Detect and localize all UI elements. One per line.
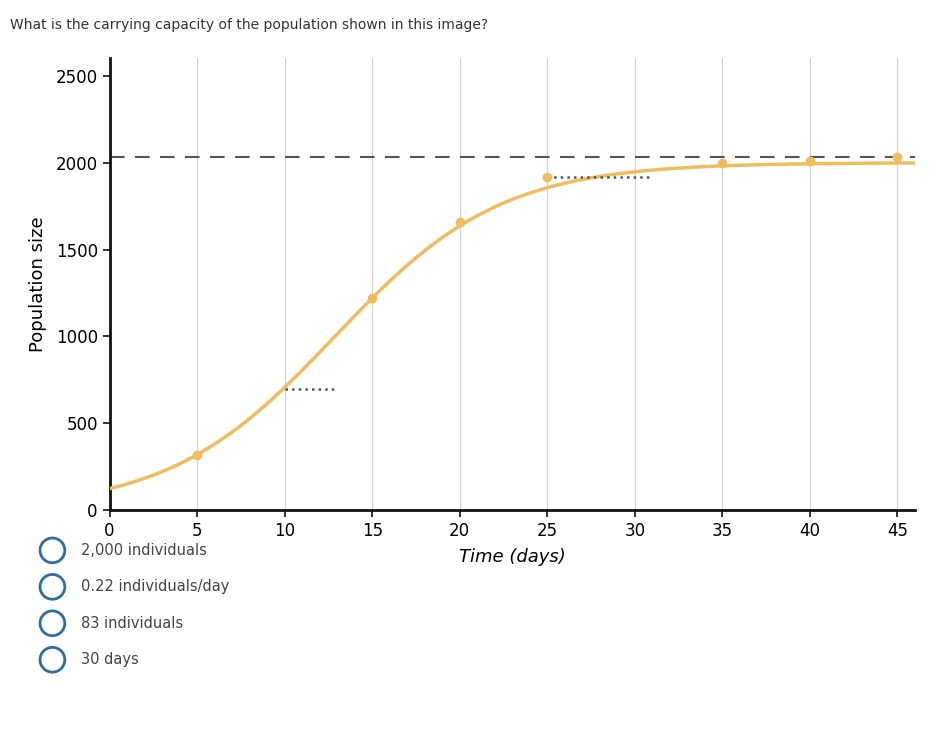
Y-axis label: Population size: Population size (30, 217, 48, 352)
Text: 83 individuals: 83 individuals (81, 616, 183, 631)
X-axis label: Time (days): Time (days) (458, 548, 565, 566)
Text: 30 days: 30 days (81, 652, 139, 667)
Text: 0.22 individuals/day: 0.22 individuals/day (81, 580, 229, 594)
Text: 2,000 individuals: 2,000 individuals (81, 543, 207, 558)
Text: What is the carrying capacity of the population shown in this image?: What is the carrying capacity of the pop… (10, 18, 487, 32)
